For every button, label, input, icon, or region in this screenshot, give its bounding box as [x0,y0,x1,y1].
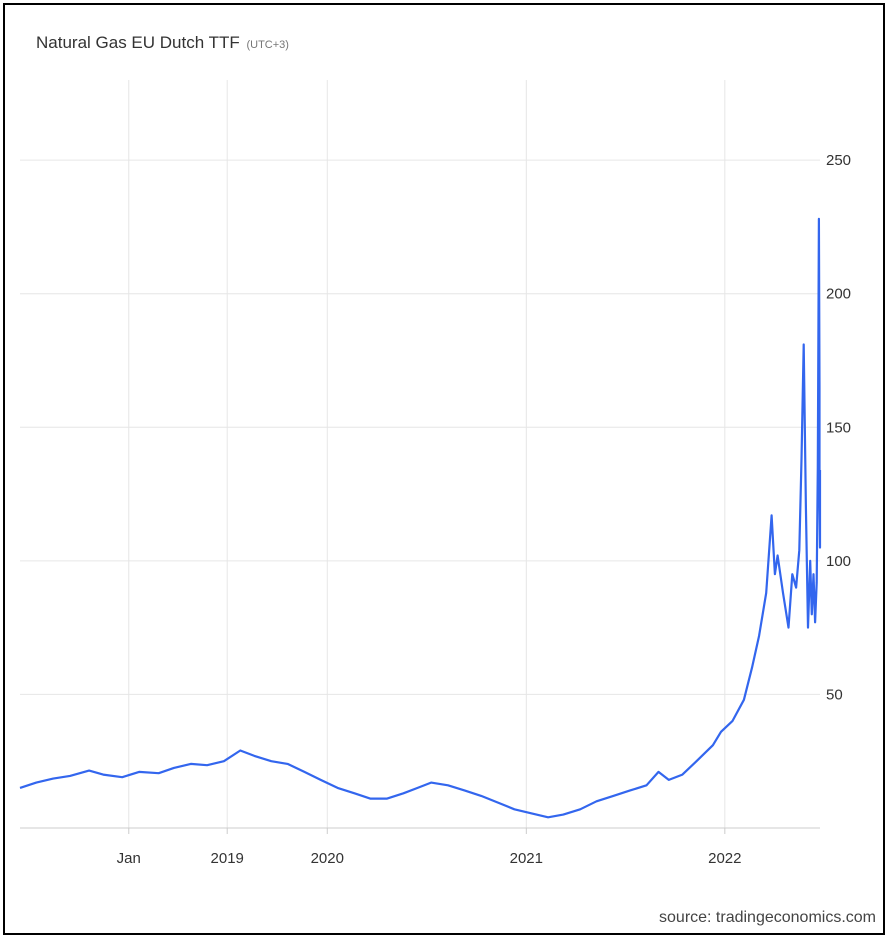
x-tick-label: 2019 [211,850,244,867]
x-tick-label: 2022 [708,850,741,867]
y-tick-label: 250 [826,152,851,169]
y-tick-label: 200 [826,286,851,303]
series-line [19,217,822,819]
y-tick-label: 150 [826,419,851,436]
source-credit: source: tradingeconomics.com [659,909,876,926]
x-tick-label: 2020 [311,850,344,867]
y-tick-label: 100 [826,553,851,570]
gridlines [20,80,820,828]
x-tick-label: 2021 [510,850,543,867]
chart-title-text: Natural Gas EU Dutch TTF [36,33,240,52]
axes [20,827,820,834]
y-tick-labels: 50 100 150 200 250 [826,152,851,703]
chart-timezone: (UTC+3) [246,39,289,51]
x-tick-labels: Jan 2019 2020 2021 2022 [117,850,742,867]
y-tick-label: 50 [826,686,843,703]
x-tick-label: Jan [117,850,141,867]
chart-frame [3,3,885,935]
chart-title: Natural Gas EU Dutch TTF (UTC+3) [36,33,289,53]
series-layer [19,217,822,819]
